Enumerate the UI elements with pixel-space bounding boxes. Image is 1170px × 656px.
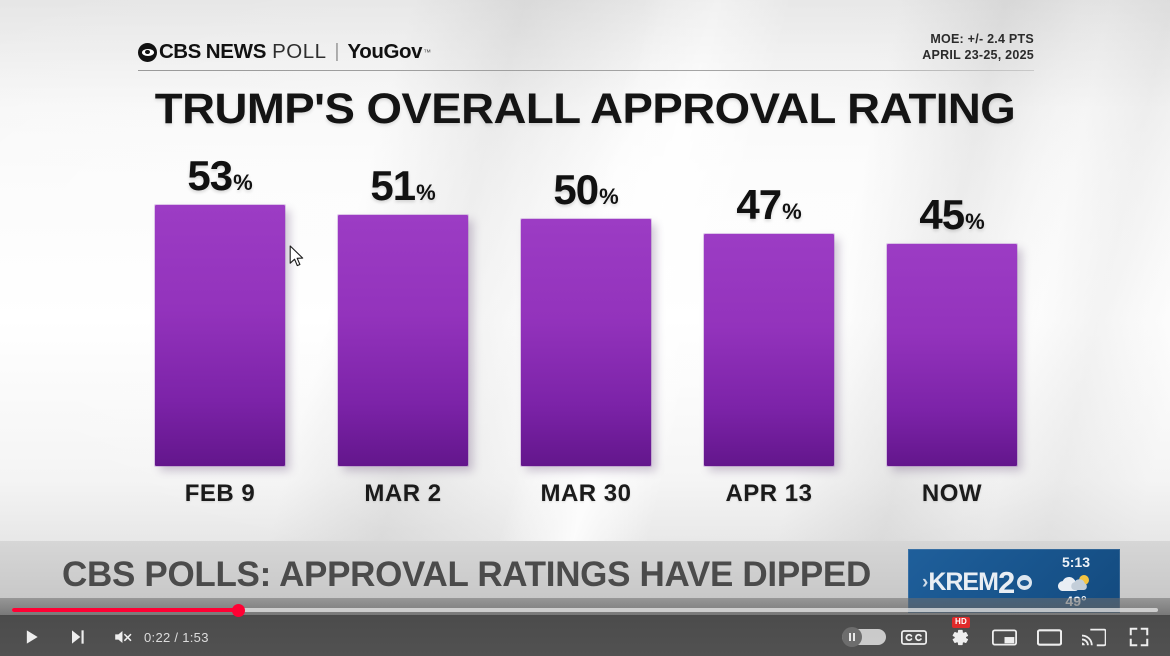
bar — [887, 244, 1017, 466]
bar-value-label: 50% — [506, 169, 666, 211]
progress-played — [12, 608, 239, 612]
percent-sign: % — [416, 180, 436, 205]
theater-mode-button[interactable] — [1028, 618, 1070, 656]
bar-value: 50 — [553, 166, 599, 213]
video-frame[interactable]: CBS NEWS POLL | YouGov ™ MOE: +/- 2.4 PT… — [0, 0, 1170, 615]
quality-badge: HD — [952, 617, 970, 628]
partly-cloudy-icon — [1057, 575, 1089, 591]
bar-value: 51 — [370, 162, 416, 209]
poll-metadata: MOE: +/- 2.4 PTS APRIL 23-25, 2025 — [922, 32, 1034, 63]
brand-poll: POLL — [272, 40, 327, 63]
control-buttons: 0:22 / 1:53 HD — [0, 617, 1170, 656]
station-channel: 2 — [997, 565, 1015, 600]
bar-value-label: 45% — [872, 194, 1032, 236]
bar-category-label: MAR 2 — [364, 480, 442, 507]
brand-news: NEWS — [205, 40, 267, 63]
fullscreen-button[interactable] — [1118, 618, 1160, 656]
bar-value: 47 — [736, 181, 782, 228]
mute-button[interactable] — [102, 618, 144, 656]
bar-value-label: 51% — [323, 165, 483, 207]
progress-scrubber[interactable] — [232, 603, 246, 617]
bar-category-label: APR 13 — [725, 480, 813, 507]
brand-divider: | — [334, 41, 340, 62]
bar — [521, 219, 651, 466]
brand-yougov: YouGov — [347, 40, 423, 63]
bar-category-label: MAR 30 — [540, 480, 632, 507]
bar-value-label: 47% — [689, 184, 849, 226]
percent-sign: % — [599, 184, 619, 209]
bar — [338, 215, 468, 466]
percent-sign: % — [233, 170, 253, 195]
cbs-eye-icon — [1017, 575, 1033, 590]
cast-button[interactable] — [1073, 618, 1115, 656]
bar-value: 53 — [187, 152, 233, 199]
autoplay-toggle[interactable] — [842, 627, 886, 647]
miniplayer-button[interactable] — [983, 618, 1025, 656]
settings-button[interactable]: HD — [938, 617, 980, 656]
cbs-news-poll-brand: CBS NEWS POLL | YouGov ™ — [138, 40, 1034, 64]
bar-value-label: 53% — [140, 155, 300, 197]
autoplay-knob — [842, 627, 862, 647]
header-divider — [138, 70, 1034, 71]
captions-button[interactable] — [893, 618, 935, 656]
time-display: 0:22 / 1:53 — [144, 629, 209, 645]
clock-time: 5:13 — [1061, 554, 1091, 570]
chevron-right-icon: › — [922, 571, 928, 593]
page-title: TRUMP'S OVERALL APPROVAL RATING — [154, 85, 1016, 133]
brand-cbs: CBS — [159, 40, 201, 63]
margin-of-error: MOE: +/- 2.4 PTS — [930, 32, 1034, 46]
field-dates: APRIL 23-25, 2025 — [922, 47, 1034, 62]
progress-bar[interactable] — [12, 603, 1158, 617]
next-video-button[interactable] — [56, 618, 98, 656]
chyron-headline: CBS POLLS: APPROVAL RATINGS HAVE DIPPED — [62, 555, 871, 594]
percent-sign: % — [965, 209, 985, 234]
krem2-logo: › KREM 2 — [922, 565, 1033, 600]
bar — [155, 205, 285, 466]
bar-chart: 53% FEB 9 51% MAR 2 50% MAR 30 47% APR 13 45% NOW — [140, 155, 1032, 507]
player-controls: 0:22 / 1:53 HD — [0, 598, 1170, 656]
trademark-mark: ™ — [423, 47, 432, 57]
bar-category-label: NOW — [921, 480, 983, 507]
cbs-eye-icon — [138, 42, 157, 62]
percent-sign: % — [782, 199, 802, 224]
graphic-header: CBS NEWS POLL | YouGov ™ MOE: +/- 2.4 PT… — [138, 32, 1034, 64]
station-callsign: KREM — [928, 568, 999, 596]
bar-value: 45 — [919, 191, 965, 238]
bar — [704, 234, 834, 466]
play-button[interactable] — [10, 618, 52, 656]
mouse-cursor — [289, 245, 304, 267]
bar-category-label: FEB 9 — [184, 480, 256, 507]
